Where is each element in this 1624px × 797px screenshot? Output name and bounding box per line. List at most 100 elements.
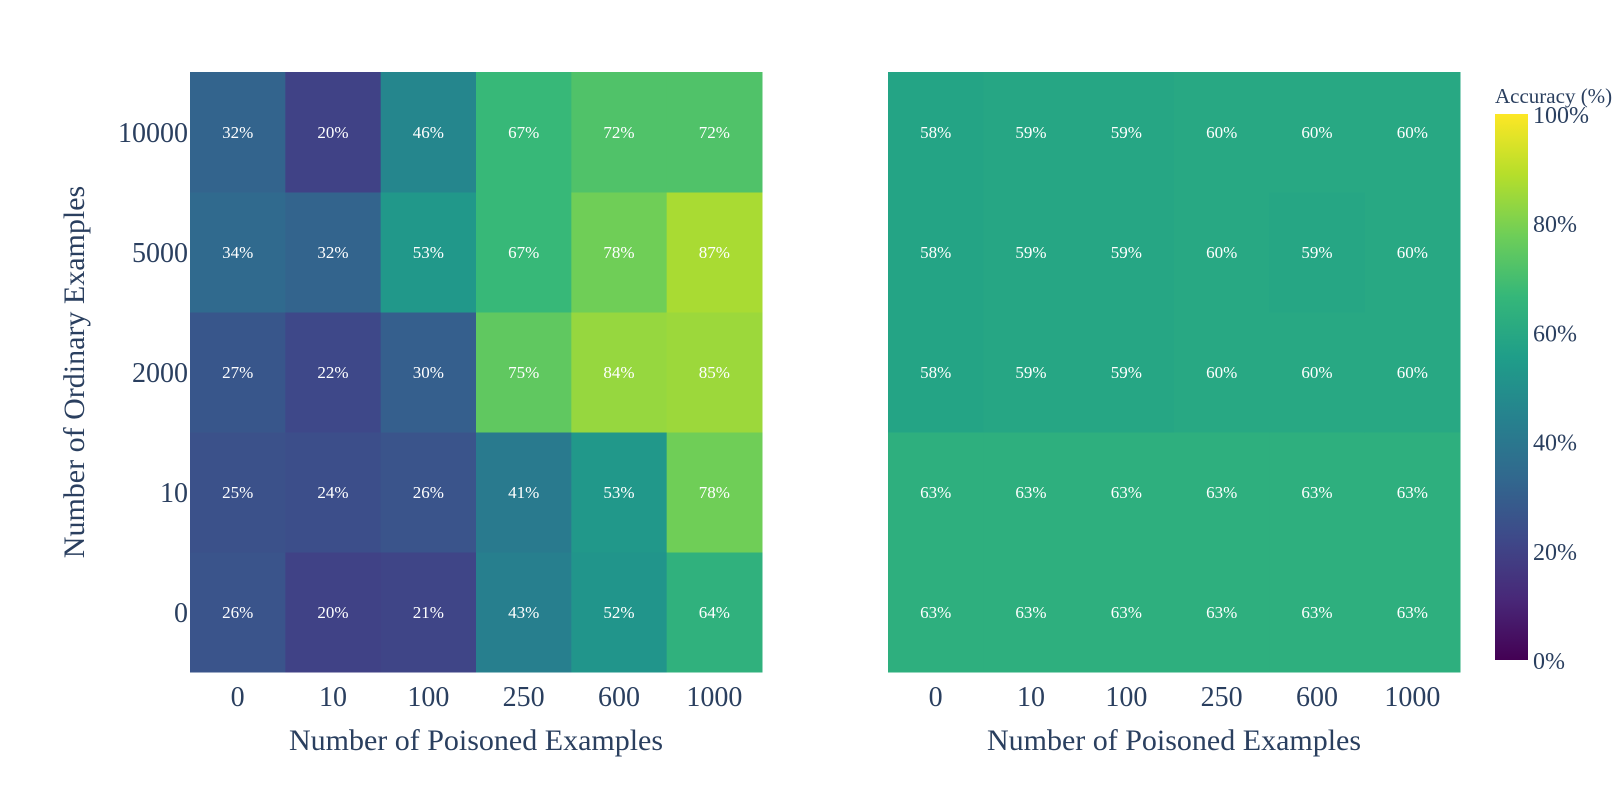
cell-value-label: 67% (508, 243, 539, 262)
x-tick-label: 600 (598, 682, 640, 713)
heatmap-cell (1364, 72, 1461, 193)
cell-value-label: 58% (920, 123, 951, 142)
heatmap-cell (888, 192, 984, 313)
y-tick-label: 10 (160, 478, 188, 509)
cell-value-label: 84% (603, 363, 634, 382)
heatmap-cell (1269, 432, 1366, 553)
colorbar: Accuracy (%) 0% 20% 40% 60% 80% 100% (1495, 84, 1612, 675)
heatmap-cell (1078, 72, 1175, 193)
cell-value-label: 63% (1397, 603, 1428, 622)
colorbar-tick-label: 60% (1533, 321, 1577, 347)
heatmap-cell (190, 432, 286, 553)
cell-value-label: 59% (1111, 123, 1142, 142)
cell-value-label: 30% (413, 363, 444, 382)
x-tick-label: 100 (407, 682, 449, 713)
cell-value-label: 59% (1111, 363, 1142, 382)
cell-value-label: 60% (1397, 123, 1428, 142)
heatmap-cell (1174, 312, 1270, 433)
y-axis-title: Number of Ordinary Examples (58, 186, 91, 558)
cell-value-label: 60% (1206, 363, 1237, 382)
cell-value-label: 60% (1301, 363, 1332, 382)
heatmap-cell (476, 552, 572, 673)
cell-value-label: 53% (413, 243, 444, 262)
cell-value-label: 87% (699, 243, 730, 262)
cell-value-label: 67% (508, 123, 539, 142)
x-tick-label: 10 (319, 682, 347, 713)
cell-value-label: 32% (317, 243, 348, 262)
left-heatmap-panel: 26% 20% 21% 43% 52% 64% 25% 24% 26% 41% 53% 78% 27% 2… (58, 72, 763, 757)
cell-value-label: 26% (413, 483, 444, 502)
cell-value-label: 20% (317, 123, 348, 142)
colorbar-tick-label: 40% (1533, 431, 1577, 457)
heatmap-cell (888, 72, 984, 193)
heatmap-cell (983, 312, 1080, 433)
heatmap-cell (888, 312, 984, 433)
colorbar-tick-label: 20% (1533, 540, 1577, 566)
heatmap-cell (1078, 192, 1175, 313)
heatmap-cell (1364, 432, 1461, 553)
heatmap-cell (983, 192, 1080, 313)
cell-value-label: 63% (1206, 483, 1237, 502)
heatmap-cell (888, 432, 984, 553)
heatmap-cell (190, 192, 286, 313)
x-tick-label: 100 (1105, 682, 1147, 713)
cell-value-label: 34% (222, 243, 253, 262)
y-tick-label: 5000 (132, 238, 188, 269)
cell-value-label: 63% (1015, 483, 1046, 502)
x-tick-label: 250 (1201, 682, 1243, 713)
cell-value-label: 59% (1301, 243, 1332, 262)
cell-value-label: 32% (222, 123, 253, 142)
heatmap-cell (190, 312, 286, 433)
heatmap-cell (1269, 192, 1366, 313)
cell-value-label: 63% (1301, 603, 1332, 622)
colorbar-tick-label: 100% (1533, 103, 1589, 129)
cell-value-label: 59% (1015, 123, 1046, 142)
heatmap-cell (380, 192, 477, 313)
heatmap-cell (190, 552, 286, 673)
x-tick-label: 600 (1296, 682, 1338, 713)
cell-value-label: 58% (920, 363, 951, 382)
cell-value-label: 60% (1397, 363, 1428, 382)
cell-value-label: 63% (920, 483, 951, 502)
cell-value-label: 43% (508, 603, 539, 622)
right-heatmap-panel: 63% 63% 63% 63% 63% 63% 63% 63% 63% 63% 63% 63% 58% 5… (888, 72, 1461, 757)
cell-value-label: 78% (699, 483, 730, 502)
heatmap-cell (380, 312, 477, 433)
x-tick-label: 1000 (686, 682, 742, 713)
x-tick-label: 0 (231, 682, 245, 713)
cell-value-label: 78% (603, 243, 634, 262)
x-tick-label: 1000 (1384, 682, 1440, 713)
heatmap-cell (1174, 192, 1270, 313)
heatmap-cell (571, 192, 668, 313)
heatmap-cell (666, 192, 763, 313)
cell-value-label: 72% (603, 123, 634, 142)
cell-value-label: 85% (699, 363, 730, 382)
heatmap-cell (1269, 312, 1366, 433)
cell-value-label: 63% (1111, 603, 1142, 622)
heatmap-cell (983, 552, 1080, 673)
heatmap-cell (285, 552, 382, 673)
heatmap-cell (1174, 72, 1270, 193)
y-tick-label: 2000 (132, 358, 188, 389)
heatmap-cell (1078, 552, 1175, 673)
heatmap-cell (1364, 312, 1461, 433)
heatmap-cell (1174, 432, 1270, 553)
cell-value-label: 53% (603, 483, 634, 502)
heatmap-cell (476, 312, 572, 433)
cell-value-label: 63% (1015, 603, 1046, 622)
cell-value-label: 63% (1397, 483, 1428, 502)
heatmap-cell (285, 192, 382, 313)
heatmap-cell (571, 312, 668, 433)
heatmap-cell (983, 432, 1080, 553)
heatmap-cell (1364, 552, 1461, 673)
cell-value-label: 59% (1015, 243, 1046, 262)
heatmap-cell (1078, 432, 1175, 553)
cell-value-label: 64% (699, 603, 730, 622)
cell-value-label: 60% (1301, 123, 1332, 142)
heatmap-cell (190, 72, 286, 193)
heatmap-cell (1174, 552, 1270, 673)
cell-value-label: 20% (317, 603, 348, 622)
cell-value-label: 59% (1015, 363, 1046, 382)
